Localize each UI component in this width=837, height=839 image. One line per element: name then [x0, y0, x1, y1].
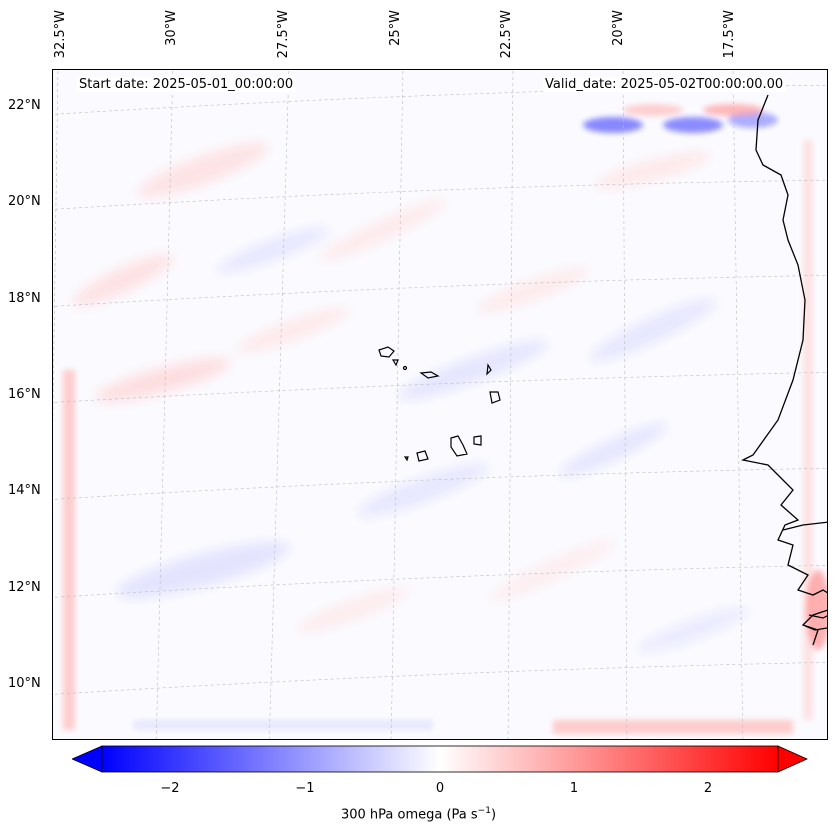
- colorbar: [72, 745, 808, 773]
- valid-date-label: Valid_date: 2025-05-02T00:00:00.00: [543, 77, 786, 92]
- lon-label-22-5w: 22.5°W: [499, 10, 514, 59]
- colorbar-tick-label: −2: [160, 781, 180, 796]
- colorbar-high-extend: [777, 745, 808, 773]
- colorbar-tick-label: 0: [435, 781, 445, 796]
- lat-label-16n: 16°N: [8, 387, 41, 402]
- boundary-artifacts: [63, 104, 827, 734]
- colorbar-low-extend: [72, 745, 103, 773]
- lat-label-10n: 10°N: [8, 676, 41, 691]
- map-plot-area: [52, 69, 828, 740]
- colorbar-label: 300 hPa omega (Pa s−1): [340, 806, 497, 823]
- colorbar-gradient: [101, 745, 779, 773]
- omega-field: [72, 142, 750, 653]
- lon-label-27-5w: 27.5°W: [276, 10, 291, 59]
- lat-label-12n: 12°N: [8, 580, 41, 595]
- africa-coastline: [741, 94, 827, 646]
- lon-label-32-5w: 32.5°W: [53, 10, 68, 59]
- colorbar-tick-label: 1: [569, 781, 579, 796]
- colorbar-tick-label: −1: [295, 781, 315, 796]
- lat-label-20n: 20°N: [8, 194, 41, 209]
- lat-label-14n: 14°N: [8, 483, 41, 498]
- lon-label-30w: 30°W: [164, 10, 179, 46]
- map-canvas: [53, 70, 827, 739]
- colorbar-tick-label: 2: [703, 781, 713, 796]
- lon-label-25w: 25°W: [388, 10, 403, 46]
- start-date-label: Start date: 2025-05-01_00:00:00: [77, 77, 296, 92]
- cape-verde-islands: [378, 346, 501, 462]
- senegal-river-coast: [782, 521, 827, 531]
- lon-label-17-5w: 17.5°W: [722, 10, 737, 59]
- graticule: [53, 70, 827, 739]
- lat-label-22n: 22°N: [8, 98, 41, 113]
- lon-label-20w: 20°W: [611, 10, 626, 46]
- guinea-bissau-coast: [804, 614, 827, 631]
- colorbar-label-text: 300 hPa omega (Pa s: [340, 807, 478, 823]
- lat-label-18n: 18°N: [8, 291, 41, 306]
- colorbar-label-exponent: −1: [477, 806, 491, 816]
